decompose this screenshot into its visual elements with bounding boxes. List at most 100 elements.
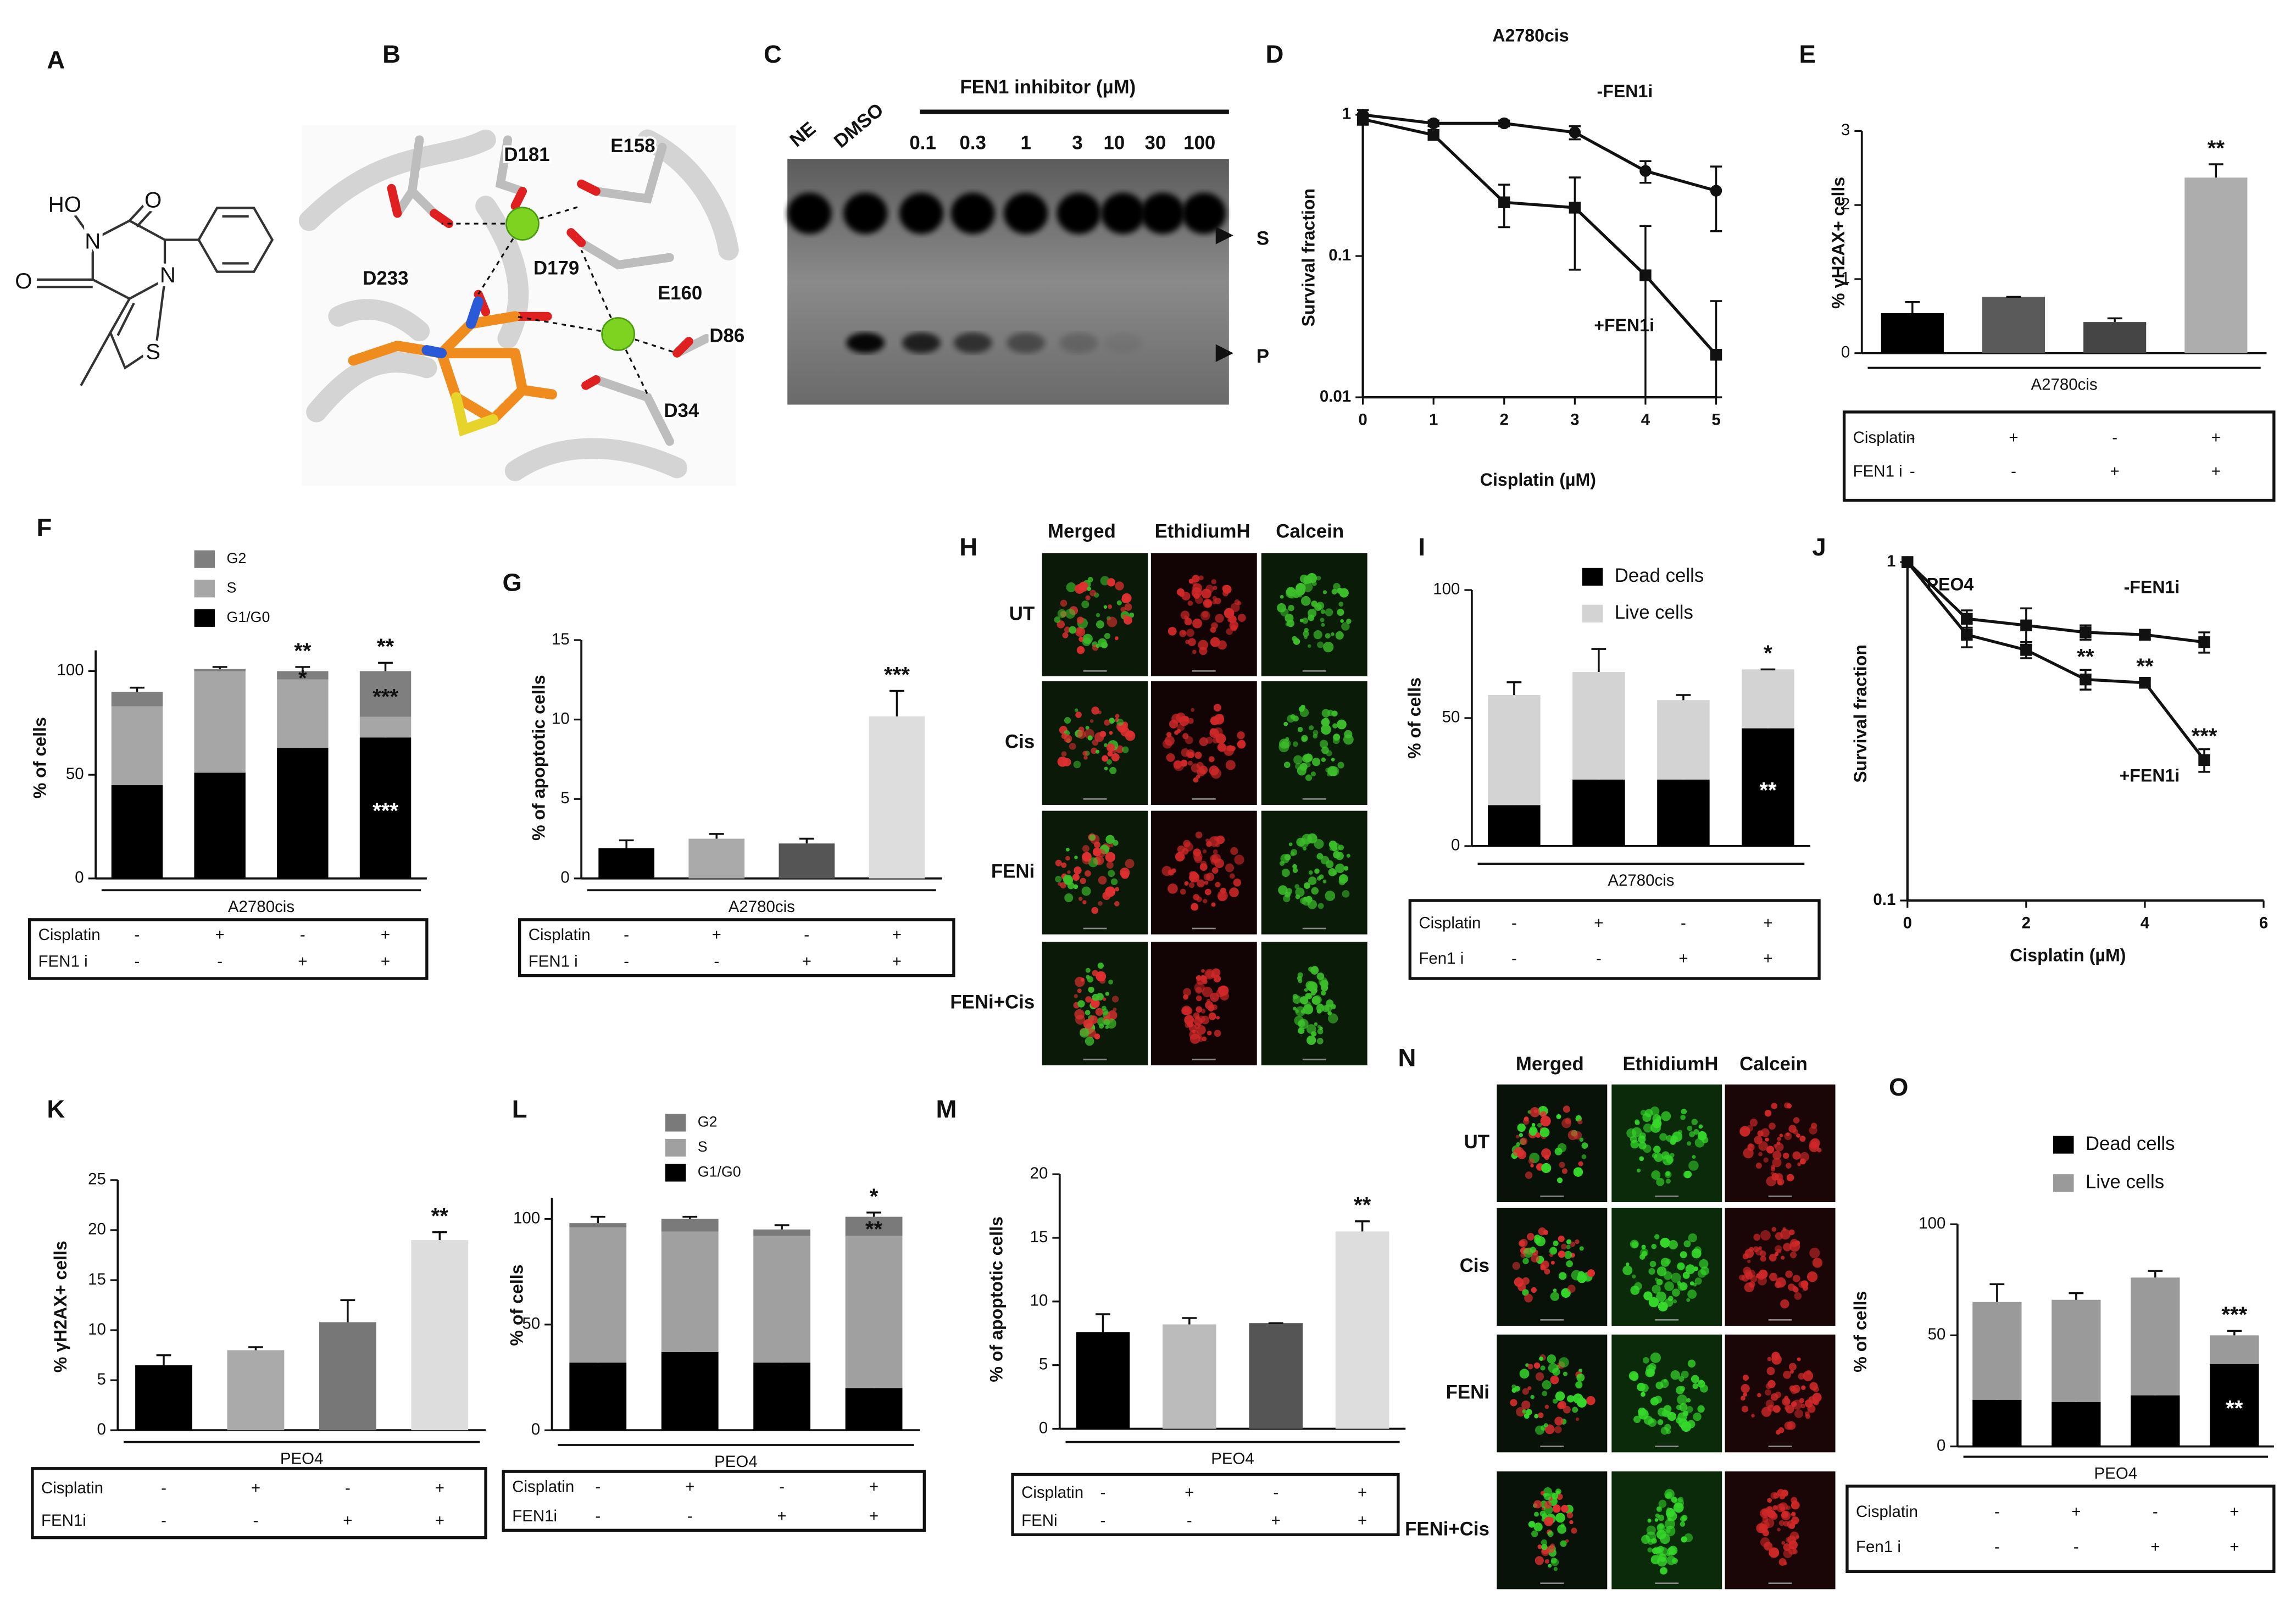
cell-signal [1747, 1125, 1753, 1132]
cell-signal [1211, 867, 1219, 874]
lane-label: 30 [1145, 132, 1166, 154]
cell-signal [1091, 907, 1099, 914]
cell-signal [1785, 1270, 1793, 1278]
cell-signal [1561, 1243, 1567, 1250]
cell-signal [1549, 1247, 1557, 1255]
condition-value: - [1100, 1511, 1106, 1530]
bar-segment [569, 1363, 627, 1431]
cell-signal [1301, 735, 1308, 742]
bar-segment [753, 1236, 811, 1363]
significance: *** [884, 662, 910, 687]
error-bar [2107, 317, 2122, 323]
condition-value: + [1358, 1483, 1367, 1502]
cell-signal [1298, 706, 1305, 712]
cell-signal [1783, 1561, 1787, 1565]
cell-signal [1106, 861, 1114, 869]
cell-signal [1333, 733, 1341, 741]
cell-signal [1197, 1034, 1202, 1039]
cell-signal [1067, 882, 1075, 890]
condition-value: - [804, 926, 809, 944]
bar-segment [111, 785, 163, 879]
cell-signal [1693, 1282, 1697, 1287]
cell-signal [1771, 1167, 1776, 1172]
cell-signal [1642, 1357, 1649, 1364]
cell-signal [1280, 608, 1289, 617]
cell-signal [1292, 864, 1297, 869]
cell-signal [1320, 855, 1330, 865]
cell-signal [1783, 1370, 1792, 1379]
cell-signal [1548, 1564, 1552, 1568]
cell-signal [1766, 1146, 1775, 1154]
cell-signal [1516, 1142, 1520, 1147]
y-tick-label: 0 [531, 1420, 540, 1438]
condition-value: - [2073, 1538, 2079, 1556]
cell-signal [1650, 1106, 1660, 1116]
legend-swatch [665, 1114, 686, 1132]
condition-label: Fen1 i [1419, 949, 1464, 968]
x-tick-label: 0 [1358, 411, 1367, 429]
cell-signal [1288, 842, 1293, 847]
cell-signal [1316, 972, 1325, 980]
cell-signal [1749, 1119, 1758, 1127]
cell-signal [1302, 618, 1309, 624]
cell-signal [1670, 1370, 1680, 1380]
condition-value: + [381, 926, 390, 944]
bar [598, 848, 655, 879]
cell-signal [1765, 1389, 1771, 1396]
cell-signal [1179, 715, 1189, 726]
cell-signal [1061, 733, 1068, 740]
cell-signal [1075, 584, 1085, 594]
cell-signal [1320, 618, 1325, 622]
error-bar [2227, 1330, 2242, 1336]
cell-signal [1103, 605, 1108, 609]
cell-signal [1304, 627, 1309, 633]
group-label: A2780cis [729, 898, 795, 916]
cell-signal [1184, 1015, 1194, 1025]
cell-signal [1226, 747, 1230, 751]
cell-signal [1761, 1509, 1770, 1516]
cell-signal [1316, 1037, 1324, 1044]
bar-segment [359, 737, 412, 879]
cell-signal [1813, 1399, 1820, 1405]
cell-signal [1331, 842, 1341, 852]
y-tick-label: 50 [1928, 1325, 1946, 1343]
condition-value: + [892, 926, 902, 944]
cell-signal [1298, 979, 1303, 983]
cell-signal [1188, 638, 1196, 646]
legend-label: Live cells [1615, 602, 1693, 623]
cell-signal [1537, 1122, 1542, 1128]
cell-signal [1222, 590, 1229, 597]
error-bar [1355, 1220, 1370, 1232]
cell-signal [1317, 641, 1324, 648]
residue-label: D233 [363, 268, 408, 289]
cell-signal [1643, 1123, 1653, 1133]
cell-signal [1758, 1246, 1763, 1250]
cell-signal [1664, 1281, 1674, 1291]
cell-signal [1531, 1530, 1538, 1537]
data-point [1902, 556, 1914, 568]
cell-signal [1686, 1298, 1691, 1302]
y-tick-label: 0 [560, 869, 569, 887]
cell-signal [1307, 1035, 1316, 1045]
y-tick-label: 100 [1919, 1214, 1945, 1232]
cell-signal [1343, 866, 1349, 871]
bar [2184, 177, 2248, 353]
cell-signal [1790, 1386, 1798, 1394]
cell-signal [1637, 1382, 1645, 1392]
significance: ** [865, 1217, 883, 1242]
cell-signal [1772, 1505, 1778, 1510]
cell-signal [1656, 1279, 1663, 1286]
cell-signal [1074, 866, 1082, 875]
cell-signal [1191, 903, 1199, 911]
bar-segment [661, 1352, 719, 1431]
image-column-label: EthidiumH [1622, 1053, 1718, 1075]
cell-signal [1325, 891, 1336, 901]
y-tick-label: 5 [1039, 1355, 1048, 1373]
condition-value: - [779, 1477, 785, 1496]
cell-signal [1638, 1141, 1647, 1150]
cell-signal [1647, 1547, 1653, 1553]
cell-signal [1080, 877, 1086, 885]
legend-label: G1/G0 [698, 1164, 741, 1180]
residue-label: D34 [664, 400, 699, 421]
cell-signal [1795, 1133, 1800, 1138]
